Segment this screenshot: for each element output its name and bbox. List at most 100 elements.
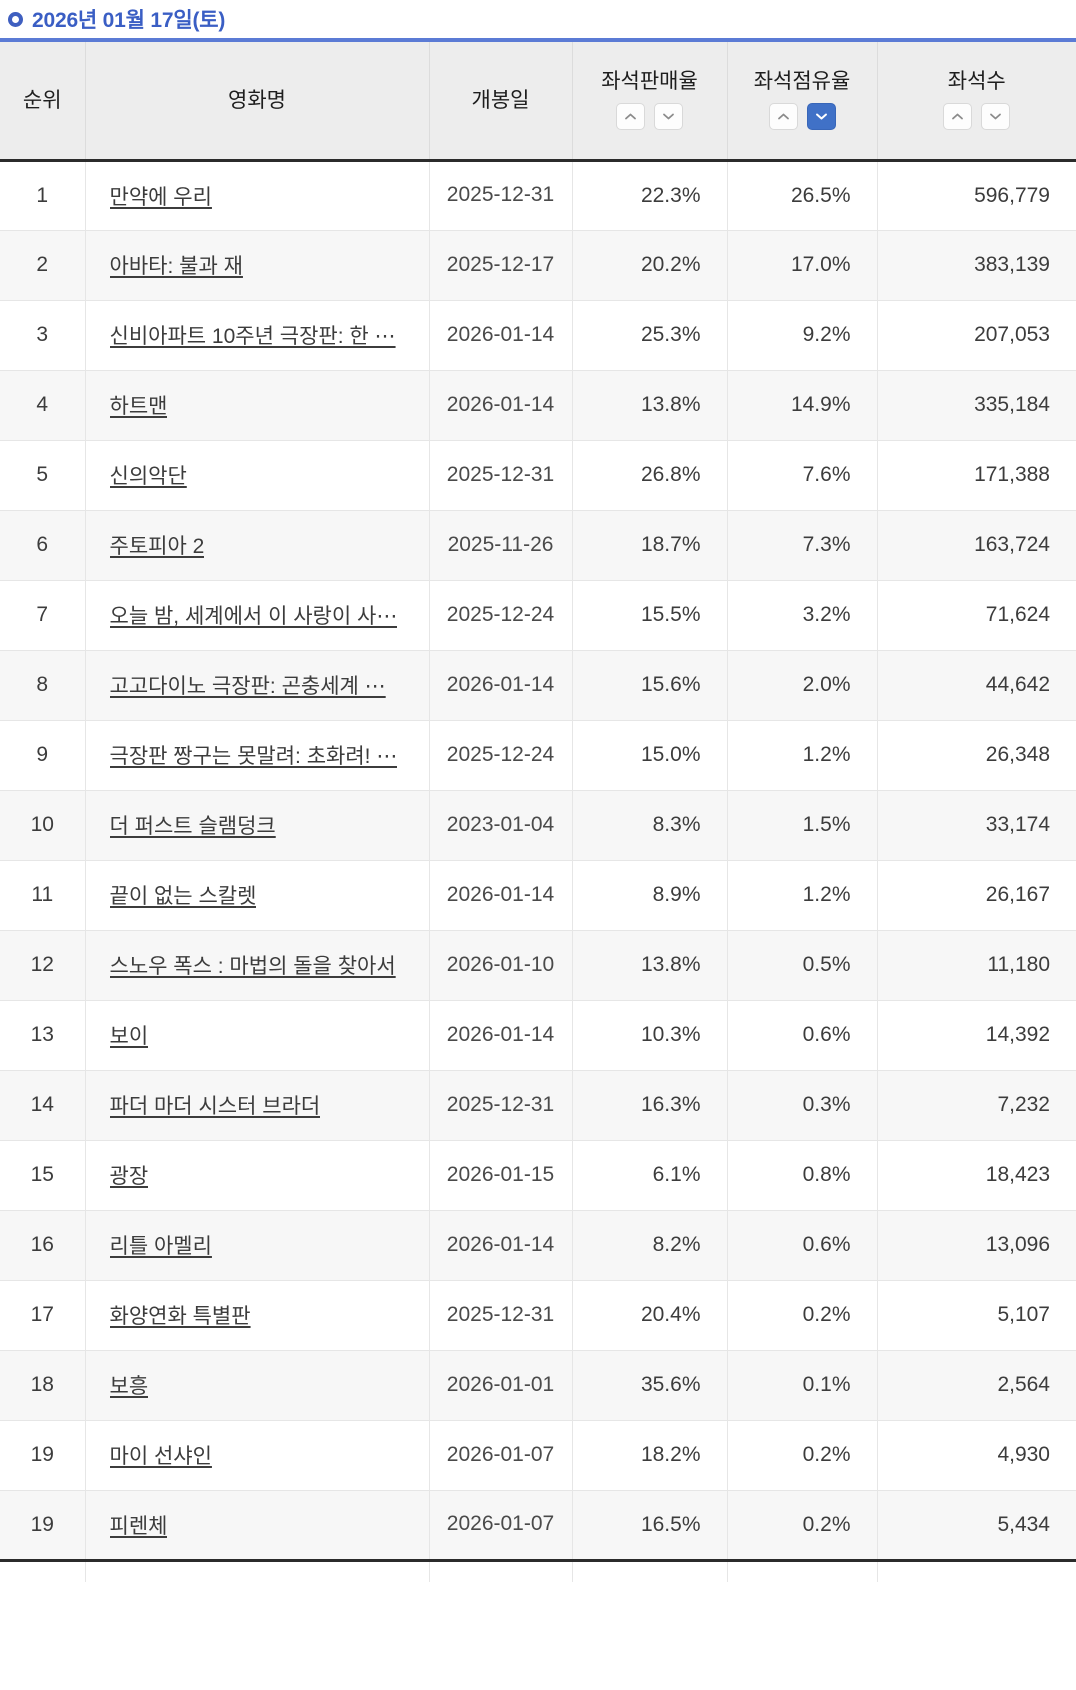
sort-asc-seat-sales-rate[interactable] — [616, 103, 645, 131]
movie-title-link[interactable]: 고고다이노 극장판: 곤충세계 ⋯ — [109, 675, 386, 698]
column-label-seat-count: 좌석수 — [947, 70, 1006, 94]
cell-seat-occupancy-rate: 0.2% — [727, 1420, 878, 1491]
column-label-seat-occupancy-rate: 좌석점유율 — [753, 70, 851, 94]
movie-title-link[interactable]: 오늘 밤, 세계에서 이 사랑이 사⋯ — [109, 605, 398, 628]
table-row: 15 광장 2026-01-15 6.1% 0.8% 18,423 — [0, 1140, 1076, 1211]
cell-seat-occupancy-rate: 1.2% — [727, 860, 878, 931]
cell-partial — [727, 1560, 878, 1582]
cell-seat-sales-rate: 20.4% — [572, 1280, 728, 1351]
sort-asc-seat-occupancy-rate[interactable] — [768, 103, 798, 131]
movie-title-link[interactable]: 신비아파트 10주년 극장판: 한 ⋯ — [109, 325, 396, 348]
table-row: 8 고고다이노 극장판: 곤충세계 ⋯ 2026-01-14 15.6% 2.0% 44,… — [0, 650, 1076, 721]
cell-seat-count: 26,167 — [877, 860, 1076, 931]
cell-title: 보이 — [85, 1000, 430, 1071]
movie-title-link[interactable]: 마이 선샤인 — [109, 1445, 212, 1468]
sort-desc-seat-occupancy-rate[interactable] — [806, 103, 836, 131]
table-row: 10 더 퍼스트 슬램덩크 2023-01-04 8.3% 1.5% 33,174 — [0, 790, 1076, 861]
movie-title-link[interactable]: 광장 — [109, 1165, 149, 1188]
cell-rank: 19 — [0, 1490, 86, 1562]
table-row: 19 피렌체 2026-01-07 16.5% 0.2% 5,434 — [0, 1490, 1076, 1562]
movie-title-link[interactable]: 극장판 짱구는 못말려: 초화려! ⋯ — [109, 745, 398, 768]
cell-release-date: 2026-01-14 — [429, 300, 573, 371]
cell-seat-count: 2,564 — [877, 1350, 1076, 1421]
movie-title-link[interactable]: 스노우 폭스 : 마법의 돌을 찾아서 — [109, 955, 396, 978]
cell-seat-sales-rate: 8.3% — [572, 790, 728, 861]
cell-rank: 13 — [0, 1000, 86, 1071]
sort-desc-seat-count[interactable] — [981, 103, 1011, 131]
cell-release-date: 2026-01-10 — [429, 930, 573, 1001]
movie-title-link[interactable]: 화양연화 특별판 — [109, 1305, 251, 1328]
column-header-seat-occupancy-rate: 좌석점유율 — [727, 42, 878, 162]
cell-rank: 17 — [0, 1280, 86, 1351]
cell-title: 하트맨 — [85, 370, 430, 441]
cell-seat-occupancy-rate: 0.6% — [727, 1000, 878, 1071]
column-header-seat-sales-rate: 좌석판매율 — [572, 42, 728, 162]
table-row: 5 신의악단 2025-12-31 26.8% 7.6% 171,388 — [0, 440, 1076, 511]
cell-title: 아바타: 불과 재 — [85, 230, 430, 301]
cell-release-date: 2026-01-01 — [429, 1350, 573, 1421]
cell-seat-sales-rate: 35.6% — [572, 1350, 728, 1421]
sort-controls-seat-count — [943, 103, 1011, 131]
cell-release-date: 2025-12-31 — [429, 160, 573, 231]
movie-title-link[interactable]: 신의악단 — [109, 465, 187, 488]
sort-asc-seat-count[interactable] — [943, 103, 973, 131]
movie-title-link[interactable]: 피렌체 — [109, 1514, 168, 1538]
cell-seat-count: 5,434 — [877, 1490, 1076, 1562]
cell-rank: 9 — [0, 720, 86, 791]
cell-seat-count: 26,348 — [877, 720, 1076, 791]
cell-rank: 16 — [0, 1210, 86, 1281]
cell-seat-sales-rate: 16.3% — [572, 1070, 728, 1141]
cell-title: 리틀 아멜리 — [85, 1210, 430, 1281]
cell-seat-occupancy-rate: 0.8% — [727, 1140, 878, 1211]
cell-title: 오늘 밤, 세계에서 이 사랑이 사⋯ — [85, 580, 430, 651]
movie-title-link[interactable]: 아바타: 불과 재 — [109, 255, 243, 278]
cell-seat-occupancy-rate: 26.5% — [727, 160, 878, 231]
cell-rank: 3 — [0, 300, 86, 371]
cell-rank: 19 — [0, 1420, 86, 1491]
table-row: 14 파더 마더 시스터 브라더 2025-12-31 16.3% 0.3% 7,232 — [0, 1070, 1076, 1141]
cell-seat-occupancy-rate: 0.6% — [727, 1210, 878, 1281]
cell-release-date: 2025-12-24 — [429, 580, 573, 651]
column-label-release-date: 개봉일 — [471, 88, 530, 112]
cell-release-date: 2026-01-14 — [429, 860, 573, 931]
table-body: 1 만약에 우리 2025-12-31 22.3% 26.5% 596,779 2 아바타: … — [0, 160, 1076, 1582]
cell-seat-occupancy-rate: 0.5% — [727, 930, 878, 1001]
cell-seat-occupancy-rate: 17.0% — [727, 230, 878, 301]
table-container: 순위 영화명 개봉일 — [0, 38, 1076, 1582]
movie-title-link[interactable]: 파더 마더 시스터 브라더 — [109, 1095, 321, 1118]
movie-title-link[interactable]: 보흥 — [109, 1375, 149, 1398]
sort-desc-seat-sales-rate[interactable] — [654, 103, 683, 131]
cell-seat-sales-rate: 8.9% — [572, 860, 728, 931]
table-row: 6 주토피아 2 2025-11-26 18.7% 7.3% 163,724 — [0, 510, 1076, 581]
cell-release-date: 2023-01-04 — [429, 790, 573, 861]
cell-seat-count: 11,180 — [877, 930, 1076, 1001]
cell-seat-sales-rate: 10.3% — [572, 1000, 728, 1071]
cell-release-date: 2026-01-15 — [429, 1140, 573, 1211]
cell-release-date: 2026-01-14 — [429, 1000, 573, 1071]
table-row: 19 마이 선샤인 2026-01-07 18.2% 0.2% 4,930 — [0, 1420, 1076, 1491]
table-row: 1 만약에 우리 2025-12-31 22.3% 26.5% 596,779 — [0, 160, 1076, 231]
cell-seat-count: 44,642 — [877, 650, 1076, 721]
cell-partial — [85, 1560, 430, 1582]
cell-title: 신비아파트 10주년 극장판: 한 ⋯ — [85, 300, 430, 371]
cell-seat-sales-rate: 8.2% — [572, 1210, 728, 1281]
table-row: 16 리틀 아멜리 2026-01-14 8.2% 0.6% 13,096 — [0, 1210, 1076, 1281]
cell-title: 더 퍼스트 슬램덩크 — [85, 790, 430, 861]
date-caption: 2026년 01월 17일(토) — [0, 0, 1076, 38]
movie-title-link[interactable]: 하트맨 — [109, 395, 168, 418]
cell-title: 스노우 폭스 : 마법의 돌을 찾아서 — [85, 930, 430, 1001]
movie-title-link[interactable]: 리틀 아멜리 — [109, 1235, 212, 1258]
column-label-seat-sales-rate: 좌석판매율 — [601, 70, 698, 94]
table-row: 9 극장판 짱구는 못말려: 초화려! ⋯ 2025-12-24 15.0% 1.2% 2… — [0, 720, 1076, 791]
table-row: 12 스노우 폭스 : 마법의 돌을 찾아서 2026-01-10 13.8% 0.5%… — [0, 930, 1076, 1001]
cell-seat-count: 14,392 — [877, 1000, 1076, 1071]
cell-title: 끝이 없는 스칼렛 — [85, 860, 430, 931]
movie-title-link[interactable]: 주토피아 2 — [109, 535, 205, 558]
cell-seat-occupancy-rate: 1.5% — [727, 790, 878, 861]
cell-seat-sales-rate: 16.5% — [572, 1490, 728, 1562]
movie-title-link[interactable]: 보이 — [109, 1025, 149, 1048]
movie-title-link[interactable]: 더 퍼스트 슬램덩크 — [109, 815, 276, 838]
movie-title-link[interactable]: 끝이 없는 스칼렛 — [109, 885, 257, 908]
movie-title-link[interactable]: 만약에 우리 — [109, 185, 212, 209]
